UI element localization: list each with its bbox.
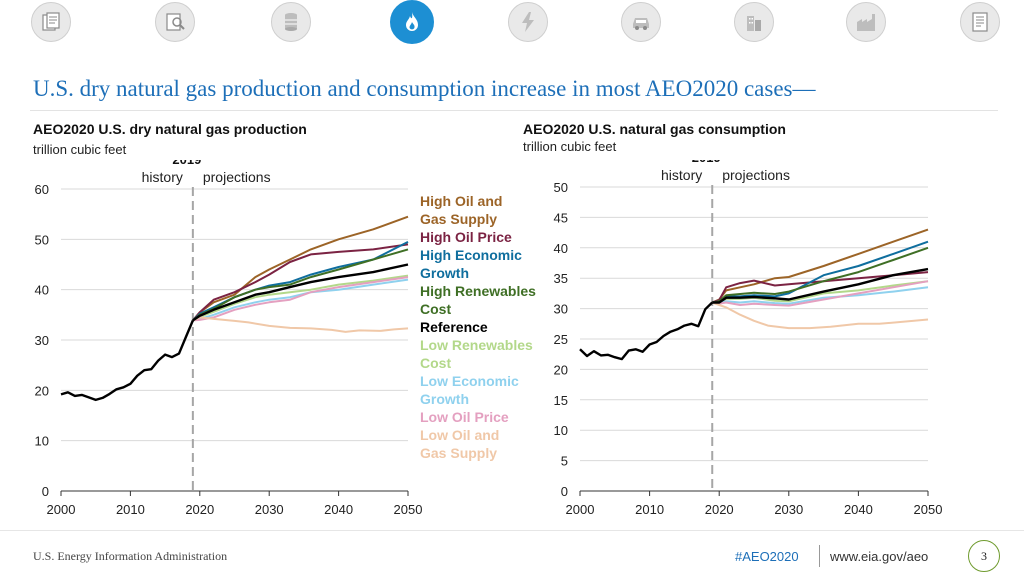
legend-high-oil-price: High Oil Price [420,229,512,245]
production-x-tick-label: 2000 [47,502,76,517]
legend-low-economic-growth: Low Economic [420,373,519,389]
consumption-y-tick-label: 25 [554,332,568,347]
production-series-low-economic-growth [192,278,409,322]
consumption-series-high-renewables-cost [712,246,929,304]
consumption-divider-year: 2019 [692,160,721,165]
consumption-x-tick-label: 2040 [844,502,873,517]
production-y-tick-label: 30 [35,333,49,348]
footer-divider [0,530,1024,531]
electricity-icon[interactable] [508,2,548,42]
production-y-tick-label: 60 [35,182,49,197]
production-x-tick-label: 2050 [394,502,423,517]
production-y-tick-label: 40 [35,283,49,298]
slide-title: U.S. dry natural gas production and cons… [33,76,816,101]
buildings-icon[interactable] [734,2,774,42]
production-series-high-economic-growth [192,241,409,322]
production-y-tick-label: 0 [42,484,49,499]
consumption-x-tick-label: 2030 [774,502,803,517]
consumption-series-high-oil-price [711,271,929,304]
production-y-tick-label: 10 [35,434,49,449]
footer-organization: U.S. Energy Information Administration [33,549,228,563]
consumption-series-low-oil-price [712,280,929,307]
footer-separator [819,545,820,567]
production-x-tick-label: 2020 [185,502,214,517]
legend-high-oil-and-gas-supply-line2: Gas Supply [420,211,497,227]
natural-gas-flame-icon[interactable] [390,0,434,44]
production-x-tick-label: 2010 [116,502,145,517]
production-x-tick-label: 2030 [255,502,284,517]
production-history-line [60,319,195,402]
consumption-series-low-oil-and-gas-supply [711,301,929,330]
oil-barrel-icon[interactable] [271,2,311,42]
consumption-x-tick-label: 2000 [566,502,595,517]
report-icon[interactable] [960,2,1000,42]
production-x-tick-label: 2040 [324,502,353,517]
footer-url[interactable]: www.eia.gov/aeo [830,549,929,564]
production-series-high-oil-and-gas-supply [192,215,409,322]
consumption-y-tick-label: 5 [561,454,568,469]
production-chart: 0102030405060200020102020203020402050201… [35,160,537,517]
production-divider-year: 2019 [172,160,201,167]
consumption-history-label: history [661,167,702,183]
legend-low-economic-growth-line2: Growth [420,391,469,407]
production-chart-title: AEO2020 U.S. dry natural gas production [33,121,307,137]
production-series-low-renewables-cost [192,274,409,322]
consumption-chart-title: AEO2020 U.S. natural gas consumption [523,121,786,137]
consumption-y-tick-label: 30 [554,302,568,317]
consumption-y-tick-label: 35 [554,271,568,286]
consumption-chart: 0 5 10 15 20 25 30 35 40 45 50 2000 2010 2020 2030 2040… [554,160,943,517]
production-y-tick-label: 50 [35,232,49,247]
consumption-chart-subtitle: trillion cubic feet [523,139,617,154]
legend-high-oil-and-gas-supply: High Oil and [420,193,502,209]
consumption-y-tick-label: 40 [554,241,568,256]
consumption-history-line [579,301,714,361]
legend-high-economic-growth-line2: Growth [420,265,469,281]
consumption-y-tick-label: 20 [554,362,568,377]
production-series-reference [192,263,409,322]
legend-high-renewables-cost-line2: Cost [420,301,451,317]
legend-high-economic-growth: High Economic [420,247,522,263]
consumption-y-tick-label: 45 [554,210,568,225]
consumption-series-reference [712,267,929,304]
production-chart-subtitle: trillion cubic feet [33,142,127,157]
consumption-y-tick-label: 15 [554,393,568,408]
production-series-high-oil-price [192,243,409,322]
car-icon[interactable] [621,2,661,42]
consumption-y-tick-label: 0 [561,484,568,499]
consumption-y-tick-label: 50 [554,180,568,195]
legend-low-oil-price: Low Oil Price [420,409,509,425]
production-projections-label: projections [203,169,271,185]
title-divider [30,110,998,111]
top-navigation-bar [0,0,1024,50]
production-series-low-oil-and-gas-supply [192,316,409,333]
footer-hashtag[interactable]: #AEO2020 [735,549,799,564]
consumption-x-tick-label: 2010 [635,502,664,517]
consumption-projections-label: projections [722,167,790,183]
industry-icon[interactable] [846,2,886,42]
legend-high-renewables-cost: High Renewables [420,283,536,299]
consumption-y-tick-label: 10 [554,423,568,438]
legend-reference: Reference [420,319,488,335]
legend-low-oil-and-gas-supply: Low Oil and [420,427,499,443]
consumption-x-tick-label: 2050 [914,502,943,517]
production-y-tick-label: 20 [35,383,49,398]
documents-icon[interactable] [31,2,71,42]
production-history-label: history [142,169,183,185]
consumption-x-tick-label: 2020 [705,502,734,517]
page-number: 3 [968,540,1000,572]
legend-low-renewables-cost: Low Renewables [420,337,533,353]
legend-low-renewables-cost-line2: Cost [420,355,451,371]
legend-low-oil-and-gas-supply-line2: Gas Supply [420,445,497,461]
analysis-icon[interactable] [155,2,195,42]
